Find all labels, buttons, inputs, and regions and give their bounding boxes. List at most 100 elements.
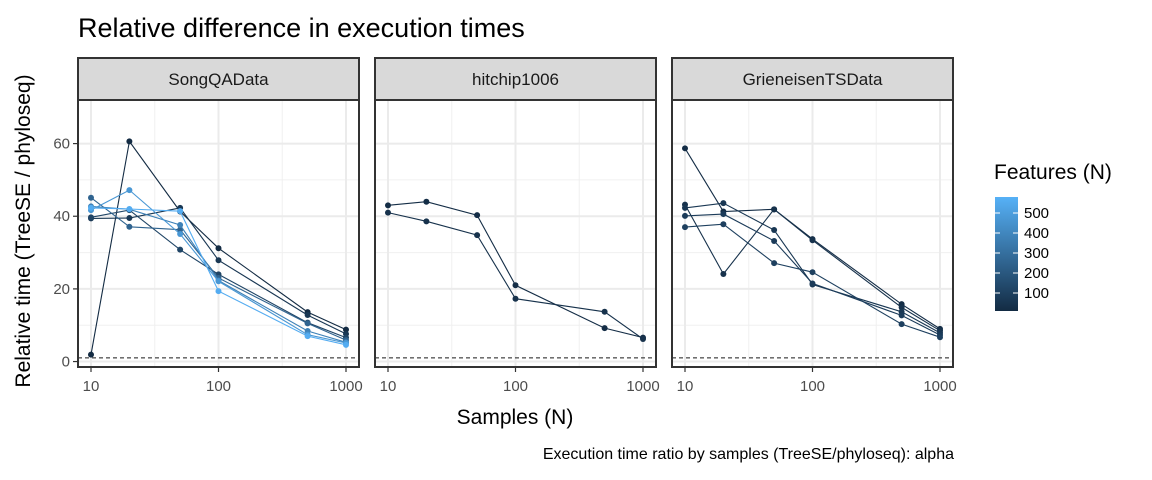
data-point bbox=[215, 288, 222, 295]
y-tick-label: 0 bbox=[62, 354, 70, 371]
data-point bbox=[512, 295, 519, 302]
y-axis-title: Relative time (TreeSE / phyloseq) bbox=[12, 74, 35, 387]
series-line bbox=[90, 197, 347, 341]
data-point bbox=[423, 198, 430, 205]
data-point bbox=[177, 231, 184, 238]
x-tick-label: 1000 bbox=[626, 378, 659, 395]
data-point bbox=[215, 278, 222, 285]
data-point bbox=[177, 208, 184, 215]
data-point bbox=[682, 204, 688, 211]
data-point bbox=[771, 260, 778, 267]
data-point bbox=[343, 326, 349, 333]
legend-title: Features (N) bbox=[994, 161, 1112, 184]
data-point bbox=[343, 341, 349, 348]
data-point bbox=[423, 218, 430, 225]
x-tick-label: 1000 bbox=[329, 378, 362, 395]
series-line bbox=[90, 140, 347, 355]
data-point bbox=[771, 206, 778, 213]
facet-strip-label: GrieneisenTSData bbox=[743, 70, 883, 89]
data-point bbox=[304, 320, 311, 327]
x-tick-label: 10 bbox=[677, 378, 694, 395]
data-point bbox=[809, 237, 816, 244]
data-point bbox=[126, 187, 133, 194]
colorbar bbox=[995, 197, 1018, 311]
legend-tick-label: 200 bbox=[1024, 265, 1049, 282]
series-line bbox=[684, 223, 941, 338]
y-tick-label: 20 bbox=[53, 281, 70, 298]
x-tick-label: 1000 bbox=[923, 378, 956, 395]
legend-tick-label: 300 bbox=[1024, 245, 1049, 262]
data-point bbox=[304, 333, 311, 340]
facet-strip-label: hitchip1006 bbox=[472, 70, 559, 89]
x-tick-label: 10 bbox=[83, 378, 100, 395]
series-line bbox=[90, 189, 347, 344]
series-line bbox=[684, 202, 941, 334]
data-point bbox=[215, 245, 222, 252]
data-point bbox=[304, 312, 311, 319]
data-point bbox=[898, 321, 905, 328]
data-point bbox=[898, 312, 905, 319]
series-line bbox=[387, 201, 644, 339]
data-point bbox=[937, 334, 943, 341]
data-point bbox=[88, 214, 94, 221]
data-point bbox=[474, 212, 481, 219]
data-point bbox=[771, 227, 778, 234]
data-point bbox=[177, 226, 184, 233]
panel-hitchip1006: hitchip1006 10 100 1000 bbox=[374, 57, 660, 395]
y-tick-label: 40 bbox=[53, 208, 70, 225]
data-point bbox=[88, 351, 94, 358]
series-line bbox=[90, 209, 347, 339]
panel-SongQAData: SongQAData 10 100 1000 0 20 40 60 bbox=[53, 57, 363, 395]
data-point bbox=[640, 336, 646, 343]
data-point bbox=[126, 215, 133, 222]
data-point bbox=[126, 138, 133, 145]
data-point bbox=[720, 221, 727, 228]
data-point bbox=[88, 194, 94, 201]
data-point bbox=[682, 212, 688, 219]
data-point bbox=[88, 204, 94, 211]
data-point bbox=[898, 304, 905, 311]
panel-GrieneisenTSData: GrieneisenTSData 10 100 1000 bbox=[671, 57, 957, 395]
facet-strip bbox=[374, 57, 657, 101]
data-point bbox=[809, 280, 816, 287]
series-line bbox=[684, 204, 941, 332]
legend: Features (N) 100 200 300 400 500 bbox=[994, 161, 1112, 311]
facet-strip bbox=[671, 57, 954, 101]
legend-tick-label: 100 bbox=[1024, 285, 1049, 302]
facet-strip-label: SongQAData bbox=[168, 70, 269, 89]
legend-tick-label: 400 bbox=[1024, 225, 1049, 242]
data-point bbox=[177, 246, 184, 253]
data-point bbox=[215, 257, 222, 264]
data-point bbox=[177, 221, 184, 228]
data-point bbox=[720, 211, 727, 218]
series-line bbox=[387, 212, 644, 340]
data-point bbox=[385, 209, 391, 216]
data-point bbox=[512, 282, 519, 289]
data-point bbox=[126, 205, 133, 212]
data-point bbox=[601, 308, 608, 315]
panels: SongQAData 10 100 1000 0 20 40 60 hitchip1006 10 1… bbox=[53, 57, 957, 395]
data-point bbox=[771, 237, 778, 244]
series-line bbox=[90, 207, 347, 335]
facet-strip bbox=[77, 57, 360, 101]
y-tick-label: 60 bbox=[53, 136, 70, 153]
data-point bbox=[809, 269, 816, 276]
chart-title: Relative difference in execution times bbox=[78, 13, 525, 43]
data-point bbox=[474, 232, 481, 239]
data-point bbox=[720, 200, 727, 207]
data-point bbox=[682, 145, 688, 152]
series-line bbox=[90, 207, 347, 346]
data-point bbox=[682, 224, 688, 231]
series-line bbox=[684, 213, 941, 336]
data-point bbox=[720, 271, 727, 278]
data-point bbox=[601, 325, 608, 332]
data-point bbox=[385, 202, 391, 209]
x-tick-label: 100 bbox=[503, 378, 528, 395]
data-point bbox=[126, 223, 133, 230]
x-tick-label: 10 bbox=[380, 378, 397, 395]
legend-tick-label: 500 bbox=[1024, 205, 1049, 222]
x-axis-title: Samples (N) bbox=[457, 406, 574, 429]
x-tick-label: 100 bbox=[206, 378, 231, 395]
x-tick-label: 100 bbox=[800, 378, 825, 395]
chart-caption: Execution time ratio by samples (TreeSE/… bbox=[543, 446, 954, 463]
